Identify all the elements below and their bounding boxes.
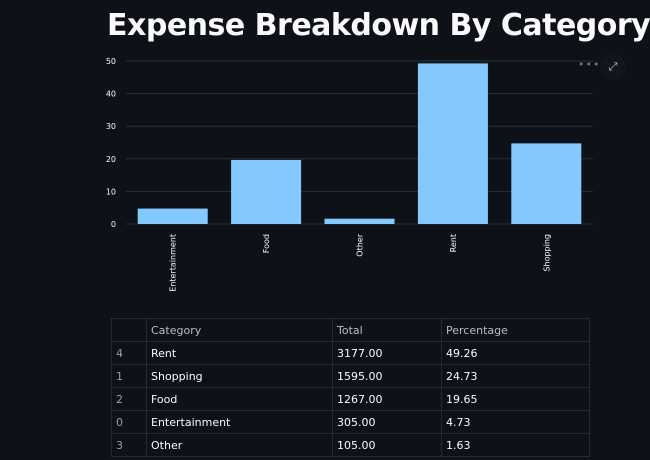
index-cell[interactable]: 4	[111, 341, 147, 365]
percentage-cell[interactable]: 24.73	[441, 364, 590, 388]
percentage-cell[interactable]: 1.63	[441, 433, 590, 457]
x-tick-label: Shopping	[542, 234, 551, 272]
category-cell[interactable]: Other	[146, 433, 333, 457]
index-header[interactable]	[111, 318, 147, 342]
index-cell[interactable]: 0	[111, 410, 147, 434]
category-cell[interactable]: Food	[146, 387, 333, 411]
data-table: Category Total Percentage 4 Rent 3177.00 49…	[111, 318, 590, 457]
bar-rent[interactable]	[417, 63, 488, 224]
ellipsis-icon[interactable]: •••	[578, 58, 601, 71]
total-header[interactable]: Total	[332, 318, 442, 342]
percentage-cell[interactable]: 19.65	[441, 387, 590, 411]
total-cell[interactable]: 3177.00	[332, 341, 442, 365]
percentage-header[interactable]: Percentage	[441, 318, 590, 342]
total-cell[interactable]: 105.00	[332, 433, 442, 457]
y-tick-label: 20	[106, 155, 116, 164]
y-tick-label: 30	[106, 122, 116, 131]
y-tick-label: 10	[106, 187, 116, 196]
fullscreen-icon[interactable]: ⤢	[600, 54, 626, 80]
table-row: 1 Shopping 1595.00 24.73	[111, 364, 590, 388]
table-row: 0 Entertainment 305.00 4.73	[111, 410, 590, 434]
bar-other[interactable]	[324, 218, 395, 224]
y-tick-label: 0	[111, 220, 116, 229]
table-header: Category Total Percentage	[111, 318, 590, 342]
table-row: 3 Other 105.00 1.63	[111, 433, 590, 457]
x-tick-label: Entertainment	[169, 234, 178, 292]
table-row: 4 Rent 3177.00 49.26	[111, 341, 590, 365]
category-header[interactable]: Category	[146, 318, 333, 342]
bar-food[interactable]	[231, 159, 302, 224]
x-tick-label: Food	[262, 234, 271, 253]
x-tick-label: Rent	[449, 234, 458, 252]
page-title: Expense Breakdown By Category	[107, 8, 650, 43]
total-cell[interactable]: 305.00	[332, 410, 442, 434]
index-cell[interactable]: 1	[111, 364, 147, 388]
index-cell[interactable]: 3	[111, 433, 147, 457]
category-cell[interactable]: Shopping	[146, 364, 333, 388]
category-cell[interactable]: Rent	[146, 341, 333, 365]
x-tick-label: Other	[356, 233, 365, 256]
total-cell[interactable]: 1595.00	[332, 364, 442, 388]
index-cell[interactable]: 2	[111, 387, 147, 411]
total-cell[interactable]: 1267.00	[332, 387, 442, 411]
table-row: 2 Food 1267.00 19.65	[111, 387, 590, 411]
bar-entertainment[interactable]	[137, 208, 208, 224]
bar-chart: 0 10 20 30 40 50 Entertainment Food Other Rent Sho…	[106, 57, 593, 292]
percentage-cell[interactable]: 4.73	[441, 410, 590, 434]
bar-shopping[interactable]	[511, 143, 582, 224]
category-cell[interactable]: Entertainment	[146, 410, 333, 434]
y-tick-label: 40	[106, 90, 116, 99]
percentage-cell[interactable]: 49.26	[441, 341, 590, 365]
y-tick-label: 50	[106, 57, 116, 66]
